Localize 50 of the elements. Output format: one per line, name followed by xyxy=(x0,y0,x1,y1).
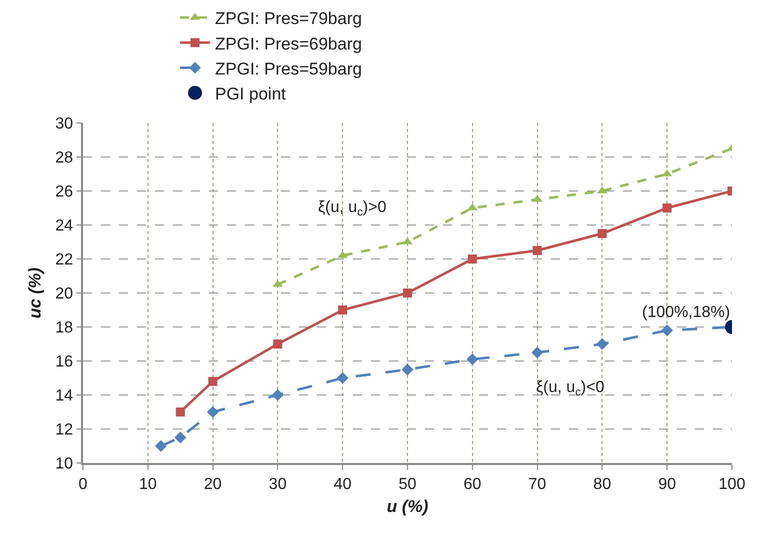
point xyxy=(661,324,673,336)
y-tick-label: 10 xyxy=(55,456,74,473)
legend-label: ZPGI: Pres=59barg xyxy=(215,59,362,78)
point xyxy=(468,254,477,264)
x-tick-label: 100 xyxy=(718,476,746,493)
point xyxy=(531,346,544,358)
x-tick-label: 20 xyxy=(204,476,222,493)
x-tick-label: 10 xyxy=(139,476,157,493)
point xyxy=(176,408,185,416)
y-tick-label: 24 xyxy=(55,218,74,235)
y-tick-label: 22 xyxy=(55,252,74,269)
annotation: ξ(u, u$_{c}$)<0 xyxy=(536,379,604,398)
y-tick-label: 28 xyxy=(55,150,74,167)
point xyxy=(208,376,218,386)
legend-label: ZPGI: Pres=79barg xyxy=(215,9,362,28)
point xyxy=(466,353,478,366)
y-tick-label: 18 xyxy=(55,320,74,337)
y-tick-label: 12 xyxy=(55,422,74,439)
point xyxy=(206,406,219,418)
point xyxy=(662,204,672,212)
annotation: ξ(u, u$_{c}$)>0 xyxy=(318,199,386,218)
x-tick-label: 50 xyxy=(398,476,416,493)
point xyxy=(338,306,348,314)
point xyxy=(403,288,412,298)
x-tick-label: 90 xyxy=(658,476,676,493)
x-tick-label: 0 xyxy=(78,476,88,493)
x-axis-title: u (%) xyxy=(386,496,429,516)
x-tick-label: 40 xyxy=(334,476,352,493)
y-tick-label: 26 xyxy=(55,184,74,201)
x-tick-label: 60 xyxy=(464,476,482,493)
point xyxy=(598,229,607,238)
y-tick-label: 20 xyxy=(55,286,74,303)
point xyxy=(402,364,414,376)
x-tick-label: 70 xyxy=(528,476,546,493)
point xyxy=(174,432,186,444)
legend-label: PGI point xyxy=(215,84,286,104)
annotation: (100%,18%) xyxy=(642,304,730,321)
y-tick-label: 30 xyxy=(55,116,74,133)
point xyxy=(336,372,348,384)
point xyxy=(155,440,167,452)
y-tick-label: 16 xyxy=(55,354,74,371)
y-tick-label: 14 xyxy=(55,388,74,405)
y-axis-title: uc (%) xyxy=(25,267,44,318)
point xyxy=(273,340,282,348)
point xyxy=(532,246,542,255)
point xyxy=(596,338,608,350)
x-tick-label: 80 xyxy=(593,476,612,493)
point xyxy=(272,389,284,401)
legend-label: ZPGI: Pres=69barg xyxy=(215,34,362,54)
x-tick-label: 30 xyxy=(268,476,287,493)
